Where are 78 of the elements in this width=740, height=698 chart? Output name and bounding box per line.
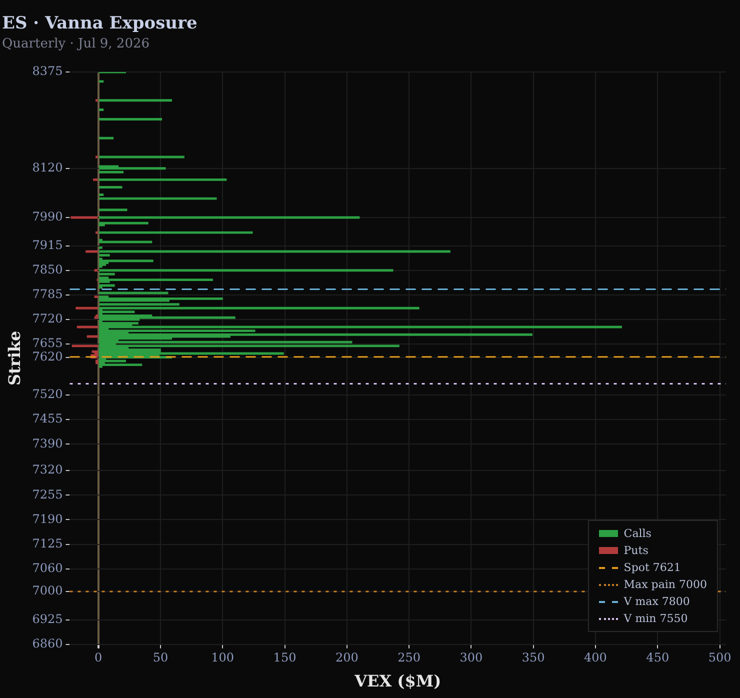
- y-tick-label: 7620: [32, 349, 63, 364]
- bar: [98, 108, 104, 112]
- y-tick-label: 7990: [32, 210, 63, 224]
- bar: [86, 335, 98, 338]
- x-tick-label: 350: [522, 650, 545, 665]
- bar: [98, 297, 223, 300]
- y-tick-label: 7915: [32, 238, 63, 252]
- bar: [72, 344, 98, 348]
- x-tick-label: 100: [211, 650, 234, 665]
- y-tick-label: 7390: [32, 436, 63, 450]
- y-tick-label: 7000: [32, 584, 63, 598]
- x-tick-label: 300: [460, 650, 483, 665]
- bar: [98, 344, 400, 348]
- legend-label: V min 7550: [624, 612, 688, 625]
- x-tick-label: 150: [273, 650, 296, 665]
- bar: [98, 99, 172, 102]
- x-tick-label: 50: [152, 650, 168, 665]
- legend-label: Spot 7621: [624, 561, 681, 574]
- y-tick-label: 6925: [32, 612, 63, 626]
- y-tick-label: 7255: [32, 487, 63, 502]
- y-tick-label: 7060: [32, 560, 63, 575]
- chart-title: ES · Vanna Exposure: [2, 14, 198, 34]
- bar: [98, 208, 128, 212]
- legend-label: Puts: [624, 544, 648, 557]
- bar: [98, 167, 166, 170]
- bar: [98, 136, 114, 140]
- y-tick-label: 7850: [32, 262, 63, 276]
- y-tick-label: 6860: [32, 636, 63, 651]
- bar: [76, 326, 98, 328]
- y-tick-label: 7720: [32, 312, 63, 326]
- y-tick-label: 7125: [32, 536, 63, 550]
- bar: [98, 292, 168, 294]
- bar: [98, 364, 142, 366]
- bar: [98, 178, 227, 181]
- bar: [98, 260, 154, 262]
- y-tick-label: 7455: [32, 412, 63, 426]
- y-tick-label: 8120: [32, 160, 63, 174]
- bar: [98, 222, 148, 224]
- bar: [98, 186, 122, 188]
- bar: [98, 269, 394, 272]
- chart-subtitle: Quarterly · Jul 9, 2026: [2, 36, 150, 52]
- bar: [98, 352, 284, 355]
- legend-label: Calls: [624, 527, 652, 540]
- ref-line-label: Max pain 7000: [624, 578, 707, 591]
- bar: [98, 284, 115, 287]
- bar: [98, 306, 420, 310]
- y-tick-label: 7320: [32, 462, 63, 477]
- bar: [98, 316, 236, 319]
- bar: [94, 269, 98, 272]
- bar: [98, 80, 104, 83]
- bar: [94, 296, 98, 298]
- y-tick-label: 8375: [32, 64, 63, 78]
- y-tick-label: 7785: [32, 287, 63, 302]
- bar: [98, 326, 622, 328]
- y-axis-title: Strike: [4, 330, 24, 386]
- bar: [98, 278, 214, 282]
- x-tick-label: 0: [94, 650, 102, 665]
- x-tick-label: 450: [646, 650, 670, 665]
- y-tick-label: 7655: [32, 336, 63, 350]
- bar: [70, 216, 98, 219]
- x-tick-label: 200: [335, 650, 358, 665]
- bar: [98, 118, 162, 120]
- x-axis-title: VEX ($M): [354, 672, 442, 691]
- bar: [98, 250, 450, 253]
- bar: [98, 216, 360, 219]
- bar: [93, 178, 98, 181]
- y-tick-label: 7190: [32, 512, 63, 526]
- bar: [98, 231, 253, 234]
- bar: [98, 197, 217, 200]
- bar: [76, 306, 98, 310]
- x-tick-label: 400: [584, 650, 607, 665]
- bar: [98, 263, 106, 266]
- bar: [98, 240, 152, 244]
- y-tick-label: 7520: [32, 387, 63, 402]
- x-tick-label: 500: [708, 650, 732, 665]
- x-tick-label: 250: [398, 650, 421, 665]
- legend-label: V max 7800: [624, 595, 690, 608]
- bar: [86, 250, 98, 253]
